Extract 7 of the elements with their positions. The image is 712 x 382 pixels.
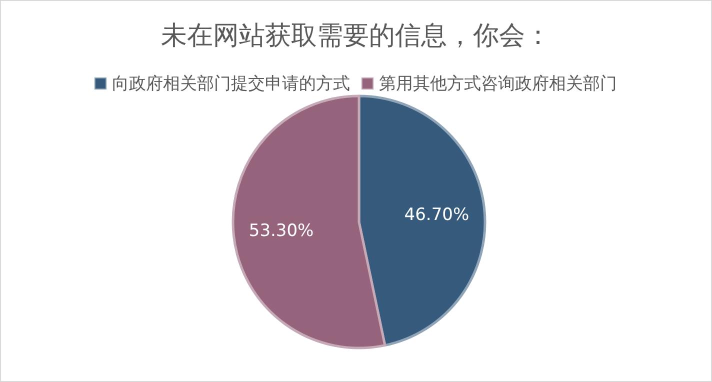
chart-title: 未在网站获取需要的信息，你会：	[161, 21, 551, 51]
legend-label: 向政府相关部门提交申请的方式	[112, 74, 350, 94]
pie-slice	[232, 94, 386, 350]
data-label: 53.30%	[248, 221, 314, 242]
legend-label: 第用其他方式咨询政府相关部门	[379, 74, 617, 94]
pie-slice	[358, 94, 486, 347]
data-label: 46.70%	[404, 204, 470, 225]
